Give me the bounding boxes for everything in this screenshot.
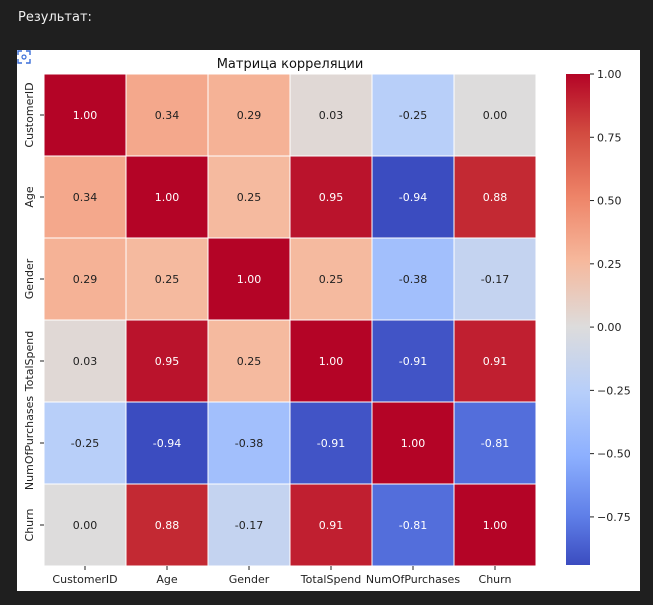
heatmap-cell — [43, 319, 127, 403]
cell-value-label: 0.95 — [155, 355, 180, 368]
y-tick-label: Churn — [23, 509, 36, 542]
x-tick-label: TotalSpend — [300, 573, 361, 586]
heatmap-cell — [289, 155, 373, 239]
cell-value-label: 1.00 — [237, 273, 262, 286]
x-tick-label: Age — [156, 573, 178, 586]
heatmap-cell — [43, 483, 127, 567]
heatmap-cell — [207, 319, 291, 403]
x-tick-label: CustomerID — [52, 573, 117, 586]
y-tick-label: TotalSpend — [23, 331, 36, 392]
heatmap-cell — [289, 237, 373, 321]
cell-value-label: 0.29 — [237, 109, 262, 122]
cell-value-label: 0.95 — [319, 191, 344, 204]
colorbar-tick-label: −0.50 — [597, 448, 631, 461]
y-tick-label: Age — [23, 186, 36, 208]
heatmap-cell — [125, 319, 209, 403]
heatmap-cell — [371, 237, 455, 321]
colorbar-tick-label: −0.25 — [597, 384, 631, 397]
heatmap-cell — [453, 319, 537, 403]
heatmap-cell — [289, 73, 373, 157]
expand-icon[interactable] — [17, 50, 31, 64]
cell-value-label: 0.88 — [483, 191, 508, 204]
heatmap-cell — [453, 401, 537, 485]
heatmap-cell — [371, 319, 455, 403]
result-label: Результат: — [18, 10, 92, 25]
cell-value-label: -0.17 — [481, 273, 509, 286]
cell-value-label: -0.25 — [399, 109, 427, 122]
cell-value-label: -0.94 — [399, 191, 427, 204]
cell-value-label: 0.00 — [483, 109, 508, 122]
x-tick-label: Gender — [229, 573, 270, 586]
heatmap-cell — [289, 319, 373, 403]
y-tick-label: CustomerID — [23, 82, 36, 147]
heatmap-cell — [371, 401, 455, 485]
cell-value-label: -0.25 — [71, 437, 99, 450]
cell-value-label: 1.00 — [319, 355, 344, 368]
chart-title: Матрица корреляции — [217, 57, 364, 72]
heatmap-cell — [207, 73, 291, 157]
colorbar-tick-label: 1.00 — [597, 68, 622, 81]
heatmap-cell — [453, 155, 537, 239]
cell-value-label: 1.00 — [155, 191, 180, 204]
heatmap-cell — [43, 401, 127, 485]
heatmap-cell — [453, 483, 537, 567]
heatmap-cell — [207, 401, 291, 485]
cell-value-label: 1.00 — [483, 519, 508, 532]
cell-value-label: 0.25 — [155, 273, 180, 286]
cell-value-label: 0.03 — [319, 109, 344, 122]
cell-value-label: 0.88 — [155, 519, 180, 532]
heatmap-cell — [125, 155, 209, 239]
cell-value-label: -0.91 — [317, 437, 345, 450]
colorbar-tick-label: 0.25 — [597, 258, 622, 271]
cell-value-label: 0.25 — [237, 191, 262, 204]
cell-value-label: -0.81 — [481, 437, 509, 450]
x-tick-label: Churn — [479, 573, 512, 586]
cell-value-label: 0.91 — [483, 355, 508, 368]
cell-value-label: -0.38 — [399, 273, 427, 286]
cell-value-label: 0.00 — [73, 519, 98, 532]
cell-value-label: 1.00 — [73, 109, 98, 122]
heatmap-cell — [371, 73, 455, 157]
cell-value-label: -0.38 — [235, 437, 263, 450]
heatmap-cell — [289, 401, 373, 485]
cell-value-label: 0.34 — [73, 191, 98, 204]
colorbar — [566, 74, 590, 565]
colorbar-tick-label: 0.75 — [597, 131, 622, 144]
colorbar-tick-label: −0.75 — [597, 511, 631, 524]
heatmap-cell — [125, 237, 209, 321]
heatmap-cell — [453, 73, 537, 157]
cell-value-label: 1.00 — [401, 437, 426, 450]
cell-value-label: 0.91 — [319, 519, 344, 532]
cell-value-label: 0.25 — [319, 273, 344, 286]
colorbar-tick-label: 0.50 — [597, 195, 622, 208]
x-tick-label: NumOfPurchases — [366, 573, 460, 586]
heatmap-cell — [43, 237, 127, 321]
cell-value-label: 0.29 — [73, 273, 98, 286]
chart-panel: Матрица корреляции 1.00 0.34 0.29 0.03 -0.25… — [17, 50, 640, 591]
heatmap-cell — [453, 237, 537, 321]
cell-value-label: 0.03 — [73, 355, 98, 368]
heatmap-cell — [125, 73, 209, 157]
correlation-heatmap: Матрица корреляции 1.00 0.34 0.29 0.03 -0.25… — [23, 57, 631, 586]
y-tick-label: Gender — [23, 258, 36, 299]
y-tick-label: NumOfPurchases — [23, 396, 36, 490]
colorbar-tick-label: 0.00 — [597, 321, 622, 334]
cell-value-label: -0.91 — [399, 355, 427, 368]
heatmap-cell — [371, 483, 455, 567]
cell-value-label: 0.34 — [155, 109, 180, 122]
cell-value-label: 0.25 — [237, 355, 262, 368]
heatmap-cell — [43, 73, 127, 157]
cell-value-label: -0.17 — [235, 519, 263, 532]
cell-value-label: -0.94 — [153, 437, 181, 450]
cell-value-label: -0.81 — [399, 519, 427, 532]
